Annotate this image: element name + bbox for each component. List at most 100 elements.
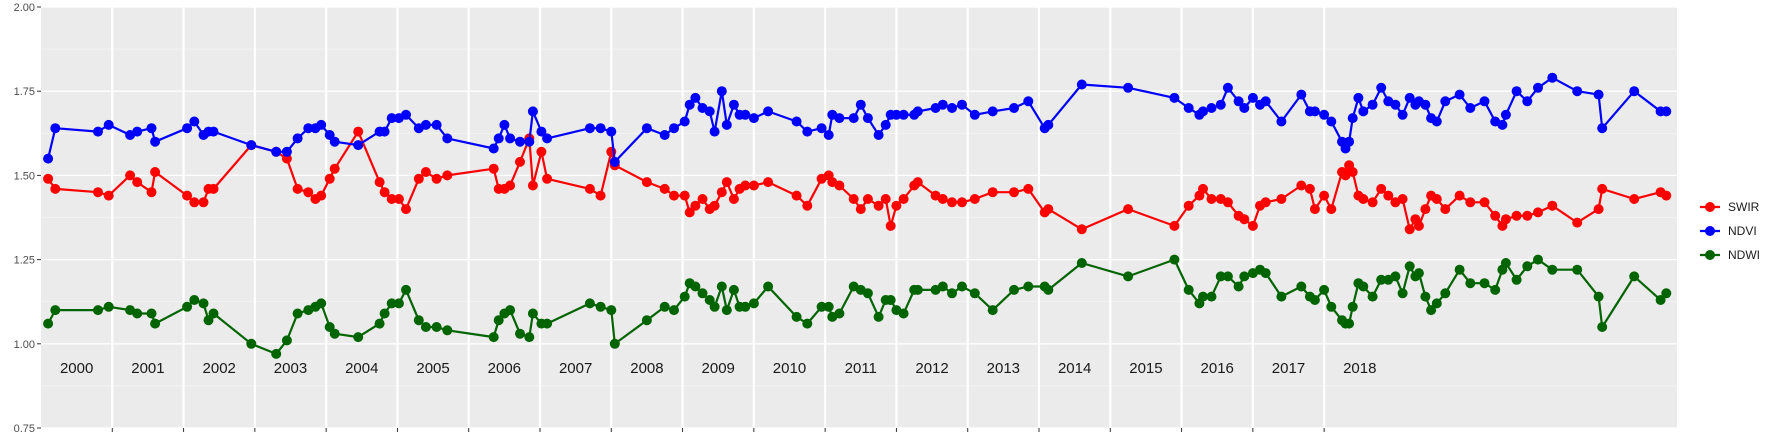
ndvi-point <box>957 99 967 110</box>
ndvi-point <box>606 126 617 137</box>
year-label: 2012 <box>915 360 948 377</box>
ndwi-point <box>816 301 827 312</box>
swir-point <box>1023 183 1034 194</box>
ndvi-point <box>1076 79 1087 90</box>
grid <box>41 6 1677 429</box>
ndvi-point <box>1183 103 1194 113</box>
swir-point <box>969 194 980 204</box>
ndwi-point <box>281 335 292 346</box>
y-tick-label: 2.00 <box>14 2 35 14</box>
ndwi-point <box>420 322 431 332</box>
swir-point <box>316 190 327 201</box>
swir-point <box>505 180 516 191</box>
ndwi-point <box>1123 271 1134 282</box>
ndvi-point <box>659 130 670 140</box>
year-label: 2010 <box>773 360 806 377</box>
swir-point <box>1358 194 1369 204</box>
ndwi-point <box>697 288 708 299</box>
ndvi-point <box>969 109 980 120</box>
x-axis: 2000 2001 2002 2003 2004 2005 2006 2007 2008 2009… <box>60 360 1376 432</box>
swir-point <box>401 204 411 215</box>
ndvi-point <box>146 123 157 134</box>
swir-point <box>1247 220 1258 231</box>
ndvi-point <box>1454 89 1465 100</box>
ndwi-point <box>1655 295 1666 305</box>
ndwi-point <box>1309 295 1320 305</box>
ndvi-point <box>1376 82 1387 93</box>
ndwi-point <box>1404 261 1415 272</box>
ndwi-point <box>584 298 595 309</box>
ndvi-point <box>848 113 859 124</box>
ndwi-point <box>1426 305 1437 316</box>
ndwi-point <box>1206 291 1217 302</box>
ndvi-point <box>748 113 759 124</box>
ndvi-point <box>679 116 690 127</box>
swir-point <box>146 187 157 198</box>
ndwi-point <box>189 295 200 305</box>
swir-point <box>1206 194 1217 204</box>
swir-point <box>898 194 909 204</box>
ndvi-point <box>1440 96 1451 107</box>
series-swir <box>43 126 1672 235</box>
y-axis: 0.75 1.00 1.25 1.50 1.75 2.00 <box>14 2 41 435</box>
ndvi-point <box>43 153 54 164</box>
ndvi-point <box>1431 116 1442 127</box>
ndvi-point <box>1247 92 1258 103</box>
swir-point <box>386 194 397 204</box>
ndwi-point <box>132 308 143 319</box>
ndwi-point <box>1533 254 1543 265</box>
swir-point <box>431 173 442 184</box>
ndvi-point <box>505 133 516 144</box>
ndwi-point <box>1413 268 1424 279</box>
ndvi-point <box>740 109 751 120</box>
swir-point <box>716 187 727 198</box>
ndvi-point <box>1319 109 1330 120</box>
ndwi-point <box>1367 291 1378 302</box>
legend: SWIR NDVI NDWI <box>1700 200 1760 262</box>
swir-point <box>292 183 303 194</box>
ndwi-point <box>93 305 103 316</box>
ndvi-point <box>855 99 866 110</box>
ndvi-point <box>816 123 827 134</box>
ndwi-point <box>748 298 759 309</box>
ndvi-point <box>208 126 219 137</box>
swir-point <box>1431 194 1442 204</box>
ndwi-point <box>1376 274 1387 285</box>
swir-point <box>834 180 845 191</box>
ndwi-point <box>1239 271 1250 282</box>
ndwi-point <box>716 281 727 292</box>
ndwi-point <box>524 332 535 343</box>
ndvi-point <box>1009 103 1019 113</box>
swir-point <box>1490 210 1501 221</box>
ndvi-point <box>1593 89 1604 100</box>
ndvi-point <box>1123 82 1134 93</box>
ndwi-point <box>823 301 834 312</box>
ndvi-point <box>987 106 998 117</box>
ndvi-point <box>527 106 538 117</box>
ndvi-point <box>524 136 535 147</box>
ndwi-point <box>1260 268 1271 279</box>
swir-point <box>728 194 739 204</box>
y-tick-label: 0.75 <box>14 423 35 435</box>
ndwi-point <box>329 328 340 339</box>
ndwi-point <box>728 284 739 295</box>
swir-point <box>584 183 595 194</box>
ndwi-point <box>609 338 620 349</box>
swir-point <box>1500 214 1511 225</box>
swir-point <box>1547 200 1558 211</box>
swir-point <box>885 220 896 231</box>
ndvi-point <box>189 116 200 127</box>
ndwi-point <box>1420 291 1431 302</box>
legend-label: SWIR <box>1728 200 1760 214</box>
swir-point <box>912 177 923 188</box>
swir-point <box>374 177 385 188</box>
swir-point <box>527 180 538 191</box>
year-label: 2015 <box>1129 360 1162 377</box>
swir-point <box>1413 220 1424 231</box>
ndvi-point <box>1547 72 1558 83</box>
ndvi-point <box>873 130 884 140</box>
swir-point <box>379 187 390 198</box>
swir-point <box>1198 183 1208 194</box>
ndvi-point <box>1497 119 1508 130</box>
legend-item-ndwi: NDWI <box>1700 248 1760 262</box>
